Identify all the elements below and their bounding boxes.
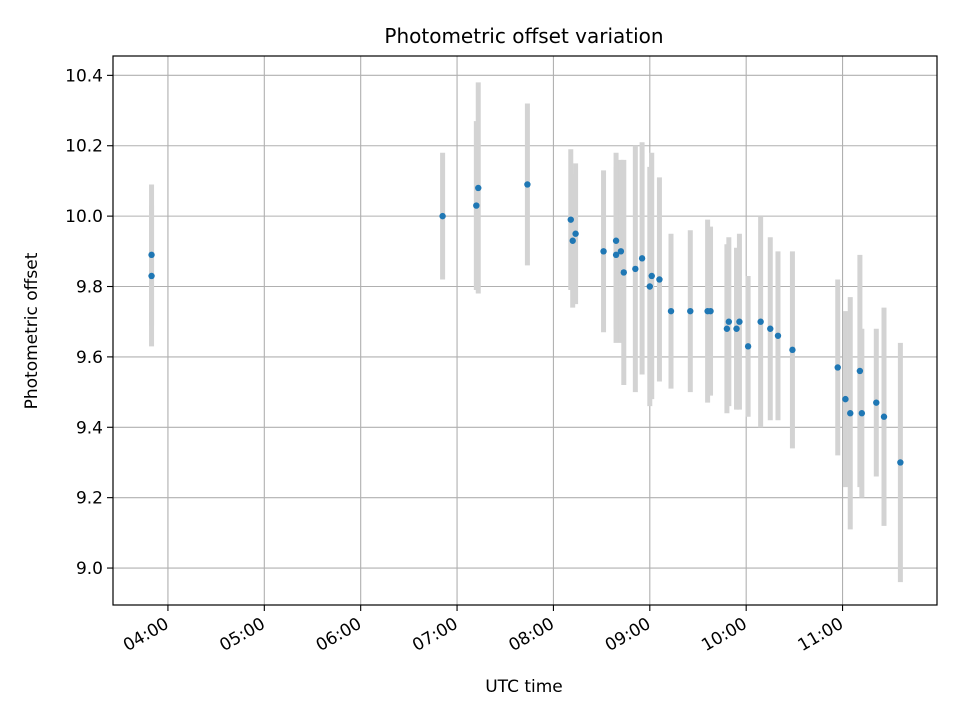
y-tick-label: 9.6: [76, 348, 103, 368]
data-point: [620, 269, 627, 276]
data-point: [475, 184, 482, 192]
data-point: [856, 367, 864, 375]
data-point: [774, 332, 782, 339]
data-point: [638, 255, 646, 262]
data-point: [617, 248, 625, 255]
data-point: [600, 248, 607, 255]
data-point: [473, 202, 480, 209]
data-point: [572, 230, 579, 237]
y-tick-label: 9.0: [76, 559, 103, 579]
data-point: [707, 307, 714, 315]
data-point: [757, 318, 764, 325]
data-point: [612, 237, 620, 244]
y-tick-label: 9.8: [76, 278, 103, 298]
data-point: [725, 318, 733, 325]
y-tick-label: 9.4: [76, 418, 103, 438]
data-point: [789, 346, 796, 354]
plot-frame: [112, 55, 938, 606]
data-point: [656, 276, 663, 283]
data-point: [612, 251, 620, 259]
y-tick-label: 9.2: [76, 489, 103, 509]
data-point: [842, 395, 849, 403]
data-point: [767, 325, 774, 332]
y-axis: 9.0 9.2 9.4 9.6 9.8 10.0 10.2 10.4: [65, 66, 113, 579]
data-point: [632, 265, 639, 273]
data-point: [744, 343, 752, 350]
data-point: [439, 212, 446, 220]
data-point: [897, 459, 904, 466]
x-axis-title: UTC time: [485, 677, 563, 697]
y-tick-label: 10.0: [65, 207, 103, 227]
data-point: [736, 318, 743, 325]
y-tick-label: 10.2: [65, 137, 103, 157]
data-point: [733, 325, 740, 332]
data-point: [646, 283, 654, 290]
data-point: [648, 272, 655, 280]
y-tick-label: 10.4: [65, 66, 103, 86]
chart-title: Photometric offset variation: [384, 24, 663, 48]
data-points: [148, 181, 904, 466]
y-axis-title: Photometric offset: [22, 252, 42, 409]
data-point: [667, 307, 675, 315]
data-point: [524, 181, 531, 188]
data-point: [834, 364, 841, 371]
data-point: [880, 413, 888, 420]
data-point: [148, 251, 155, 259]
data-point: [148, 272, 155, 280]
data-point: [858, 410, 866, 417]
data-point: [847, 410, 854, 417]
data-point: [723, 325, 731, 332]
data-point: [687, 307, 694, 315]
data-point: [569, 237, 576, 244]
data-point: [567, 216, 574, 223]
data-point: [873, 399, 880, 406]
